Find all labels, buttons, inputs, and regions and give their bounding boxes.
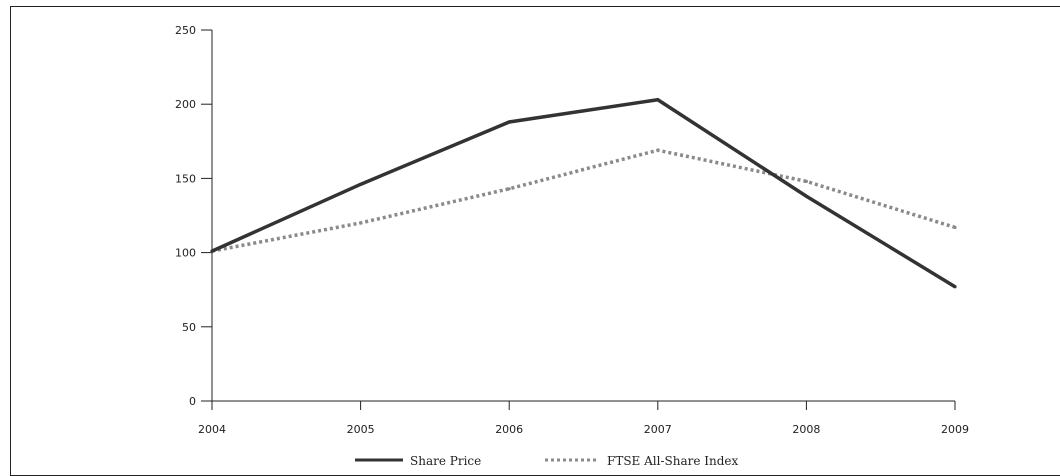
ftse-data-point [507, 187, 511, 191]
ftse-data-point [656, 148, 660, 152]
share-price-data-point [953, 285, 957, 289]
series-line-share-price [211, 97, 956, 289]
x-tick-label: 2006 [495, 423, 523, 436]
share-price-data-point [804, 194, 809, 198]
share-price-data-point [359, 182, 363, 186]
x-tick-label: 2005 [347, 423, 375, 436]
y-ticks: 0 50 100 150 200 250 [175, 24, 212, 408]
x-tick-label: 2007 [644, 423, 672, 436]
y-tick-label: 100 [175, 247, 196, 260]
legend: Share Price FTSE All-Share Index [355, 454, 739, 465]
ftse-data-point [953, 225, 957, 229]
y-tick-label: 150 [175, 172, 196, 185]
series-layer [210, 97, 957, 289]
series-line-ftse-all-share-index [211, 148, 956, 253]
axes [211, 30, 955, 402]
x-ticks: 2004 2005 2006 2007 2008 2009 [198, 401, 969, 436]
y-tick-label: 50 [182, 321, 196, 334]
x-tick-label: 2004 [198, 423, 226, 436]
y-tick-label: 0 [189, 395, 196, 408]
x-tick-label: 2008 [792, 423, 820, 436]
y-tick-label: 200 [175, 98, 196, 111]
ftse-data-point [359, 221, 363, 225]
chart-frame [10, 6, 1060, 476]
share-price-data-point [656, 98, 660, 102]
ftse-data-point [804, 179, 809, 183]
y-tick-label: 250 [175, 24, 196, 37]
legend-label-share-price: Share Price [410, 454, 481, 465]
line-chart: 0 50 100 150 200 250 2004 2005 2006 2007 2008 2009… [175, 24, 969, 465]
share-price-data-point [507, 120, 511, 124]
legend-label-ftse: FTSE All-Share Index [607, 454, 739, 465]
share-price-data-point [210, 249, 214, 253]
x-tick-label: 2009 [941, 423, 969, 436]
